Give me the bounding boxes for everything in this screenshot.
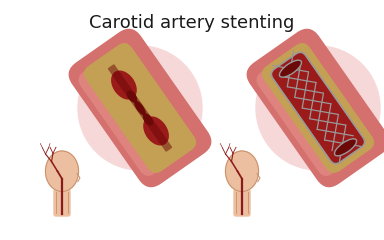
Ellipse shape: [124, 102, 144, 122]
FancyBboxPatch shape: [108, 64, 172, 152]
FancyBboxPatch shape: [69, 29, 212, 187]
FancyBboxPatch shape: [257, 63, 347, 176]
FancyBboxPatch shape: [84, 43, 196, 173]
Text: Carotid artery stenting: Carotid artery stenting: [89, 14, 295, 32]
Ellipse shape: [225, 151, 258, 192]
Circle shape: [78, 46, 202, 170]
FancyBboxPatch shape: [262, 43, 374, 173]
FancyBboxPatch shape: [78, 63, 169, 176]
Ellipse shape: [143, 116, 169, 145]
Ellipse shape: [127, 90, 137, 103]
Ellipse shape: [111, 71, 137, 100]
FancyBboxPatch shape: [271, 52, 365, 164]
Ellipse shape: [136, 94, 156, 114]
FancyBboxPatch shape: [54, 190, 70, 216]
Ellipse shape: [45, 151, 78, 192]
Ellipse shape: [134, 100, 146, 116]
FancyBboxPatch shape: [234, 190, 250, 216]
Circle shape: [256, 46, 380, 170]
Ellipse shape: [280, 60, 301, 77]
Ellipse shape: [143, 113, 153, 126]
Ellipse shape: [334, 139, 357, 156]
FancyBboxPatch shape: [247, 29, 384, 187]
